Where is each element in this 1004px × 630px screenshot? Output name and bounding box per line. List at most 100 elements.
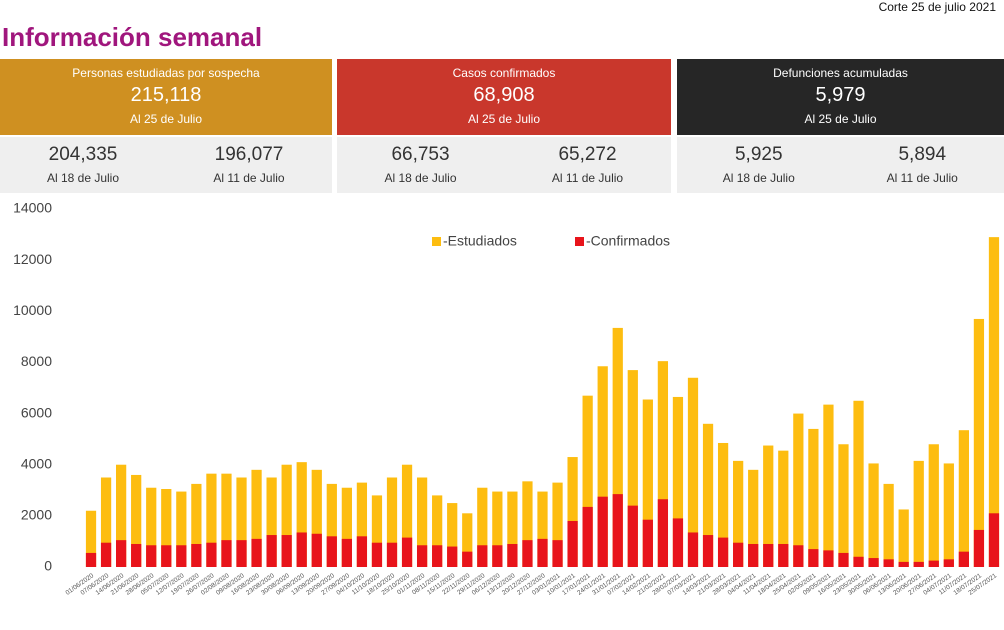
- bar: [717, 537, 729, 567]
- bar: [778, 450, 789, 567]
- bar: [702, 423, 714, 567]
- bar: [206, 473, 217, 567]
- bar: [763, 543, 774, 567]
- bar: [853, 400, 864, 567]
- bar: [356, 482, 368, 567]
- bar: [432, 545, 443, 567]
- card-title: Defunciones acumuladas: [773, 66, 908, 80]
- bar: [582, 506, 593, 567]
- y-tick-label: 14000: [13, 200, 52, 216]
- history-value: 196,077: [214, 144, 284, 165]
- bar: [236, 540, 247, 567]
- y-tick-label: 10000: [13, 302, 52, 318]
- history-item: 196,077 Al 11 de Julio: [166, 137, 332, 193]
- bar: [386, 477, 398, 567]
- history-date: Al 18 de Julio: [722, 171, 795, 185]
- bar: [236, 477, 247, 567]
- y-tick-label: 8000: [21, 353, 52, 369]
- history-date: Al 11 de Julio: [551, 171, 624, 185]
- bar: [793, 545, 804, 567]
- bar: [477, 545, 488, 567]
- bar: [642, 519, 653, 567]
- bar: [597, 366, 608, 567]
- legend-swatch: [432, 237, 441, 246]
- bar: [642, 399, 653, 567]
- bar: [733, 542, 744, 567]
- bar: [281, 535, 292, 567]
- bar: [567, 520, 578, 567]
- bar: [296, 532, 307, 567]
- y-tick-label: 12000: [13, 251, 52, 267]
- card-title: Casos confirmados: [452, 66, 556, 80]
- bar: [371, 542, 383, 567]
- bar: [266, 477, 277, 567]
- card-date: Al 25 de Julio: [129, 112, 203, 126]
- bar: [913, 460, 924, 567]
- y-tick-label: 6000: [21, 404, 52, 420]
- history-item: 66,753 Al 18 de Julio: [337, 137, 504, 193]
- card-header: Defunciones acumuladas 5,979 Al 25 de Juli…: [677, 59, 1004, 135]
- bar: [146, 487, 157, 567]
- bar: [627, 505, 638, 567]
- history-date: Al 11 de Julio: [886, 171, 958, 185]
- bar: [913, 561, 924, 567]
- bar: [100, 542, 112, 567]
- bar: [898, 561, 909, 567]
- bar: [943, 559, 954, 567]
- bar: [672, 518, 684, 567]
- history-date: Al 18 de Julio: [384, 171, 457, 185]
- bar: [763, 445, 774, 567]
- history-value: 66,753: [391, 144, 450, 165]
- bar: [326, 483, 337, 567]
- bar: [176, 491, 187, 567]
- card-history: 204,335 Al 18 de Julio 196,077 Al 11 de Jul…: [0, 137, 332, 193]
- history-value: 204,335: [48, 144, 118, 165]
- bar: [793, 413, 804, 567]
- bar: [928, 444, 939, 567]
- bar: [401, 464, 413, 567]
- bar: [116, 540, 127, 567]
- bar: [808, 428, 819, 567]
- bar: [868, 558, 879, 567]
- bar: [507, 491, 518, 567]
- bar: [221, 540, 232, 567]
- bar: [191, 483, 202, 567]
- bar: [973, 529, 985, 567]
- bar: [85, 552, 97, 567]
- bar: [492, 491, 503, 567]
- history-date: Al 11 de Julio: [213, 171, 285, 185]
- bar: [191, 543, 202, 567]
- page-title: Información semanal: [2, 22, 263, 52]
- bar: [808, 549, 819, 567]
- bar: [386, 542, 398, 567]
- history-item: 5,894 Al 11 de Julio: [841, 137, 1004, 193]
- bar: [552, 482, 563, 567]
- bar: [687, 377, 699, 567]
- bar: [612, 494, 623, 567]
- bar: [883, 483, 894, 567]
- card-date: Al 25 de Julio: [467, 112, 541, 126]
- bar: [416, 477, 428, 567]
- bar: [161, 489, 172, 567]
- bar: [341, 538, 352, 567]
- stat-card: Personas estudiadas por sospecha 215,118 A…: [0, 59, 332, 193]
- history-item: 5,925 Al 18 de Julio: [677, 137, 841, 193]
- bar: [100, 477, 112, 567]
- bar: [627, 370, 638, 567]
- bar: [597, 496, 608, 567]
- bar: [778, 543, 789, 567]
- bar: [371, 495, 383, 567]
- bar: [958, 430, 969, 567]
- bar: [266, 535, 277, 567]
- card-value: 215,118: [130, 84, 202, 106]
- bar: [868, 463, 879, 567]
- stat-card: Casos confirmados 68,908 Al 25 de Julio 66,…: [337, 59, 671, 193]
- chart: 0200040006000800010000120001400001/06/20…: [13, 200, 1000, 597]
- bar: [311, 533, 322, 567]
- bar: [988, 237, 1000, 567]
- card-history: 66,753 Al 18 de Julio 65,272 Al 11 de Julio: [337, 137, 671, 193]
- bar: [823, 550, 834, 567]
- bar: [702, 535, 714, 567]
- bar: [432, 495, 443, 567]
